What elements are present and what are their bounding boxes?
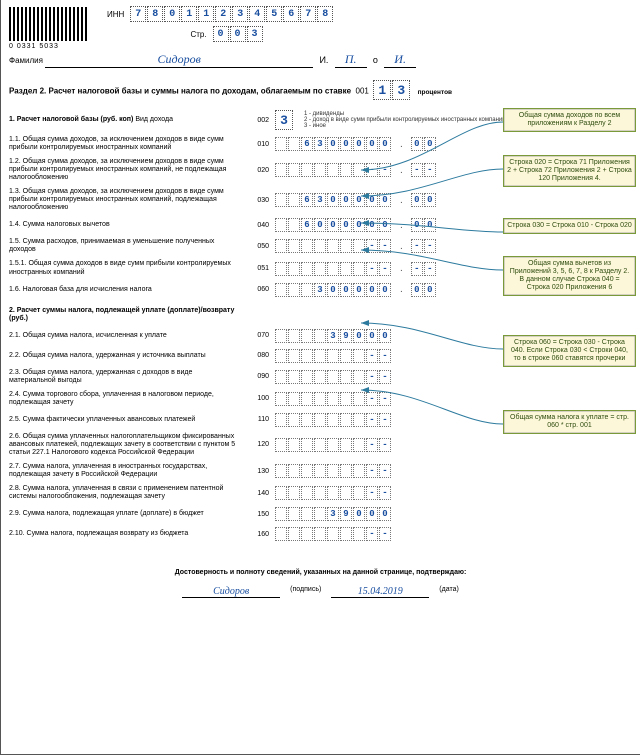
form-page: ИНН 780112345678 Стр. 003 Фамилия Сидоро… xyxy=(0,0,640,755)
annotation: Общая сумма налога к уплате = стр. 060 *… xyxy=(503,410,636,434)
page-label: Стр. xyxy=(190,30,206,39)
confirm-text: Достоверность и полноту сведений, указан… xyxy=(9,569,632,576)
form-line-010: 1.1. Общая сумма доходов, за исключением… xyxy=(9,136,632,152)
annotation: Строка 030 = Строка 010 - Строка 020 xyxy=(503,218,636,234)
form-line-100: 2.4. Сумма торгового сбора, уплаченная в… xyxy=(9,391,632,407)
surname-label: Фамилия xyxy=(9,56,43,65)
sub2-title: 2. Расчет суммы налога, подлежащей уплат… xyxy=(9,307,243,323)
page-number: 003 xyxy=(213,26,264,42)
form-line-050: 1.5. Сумма расходов, принимаемая в умень… xyxy=(9,238,632,254)
annotation: Строка 020 = Строка 71 Приложения 2 + Ст… xyxy=(503,155,636,187)
surname-value: Сидоров xyxy=(45,52,313,68)
annotation: Строка 060 = Строка 030 - Строка 040. Ес… xyxy=(503,335,636,367)
annotation: Общая сумма доходов по всем приложениям … xyxy=(503,108,636,132)
header: ИНН 780112345678 Стр. 003 xyxy=(9,6,632,42)
signature-row: Сидоров (подпись) 15.04.2019 (дата) xyxy=(9,586,632,598)
form-line-140: 2.8. Сумма налога, уплаченная в связи с … xyxy=(9,485,632,501)
form-line-030: 1.3. Общая сумма доходов, за исключением… xyxy=(9,188,632,212)
form-line-130: 2.7. Сумма налога, уплаченная в иностран… xyxy=(9,463,632,479)
surname-row: Фамилия Сидоров И. П. о И. xyxy=(9,52,632,68)
form-line-160: 2.10. Сумма налога, подлежащая возврату … xyxy=(9,527,632,541)
rate-box: 13 xyxy=(373,80,411,100)
vid-dohoda: 3 xyxy=(275,110,294,130)
inn-label: ИНН xyxy=(107,10,124,19)
vid-note: 1 - дивиденды2 - доход в виде сумм прибы… xyxy=(304,111,506,130)
annotation: Общая сумма вычетов из Приложений 3, 5, … xyxy=(503,256,636,296)
section-title: Раздел 2. Расчет налоговой базы и суммы … xyxy=(9,80,632,100)
form-line-090: 2.3. Общая сумма налога, удержанная с до… xyxy=(9,369,632,385)
inn-value: 780112345678 xyxy=(130,6,334,22)
sub1-title: 1. Расчет налоговой базы (руб. коп) Вид … xyxy=(9,116,243,124)
form-line-150: 2.9. Сумма налога, подлежащая уплате (до… xyxy=(9,507,632,521)
form-line-120: 2.6. Общая сумма уплаченных налогоплател… xyxy=(9,433,632,457)
barcode xyxy=(9,7,89,41)
